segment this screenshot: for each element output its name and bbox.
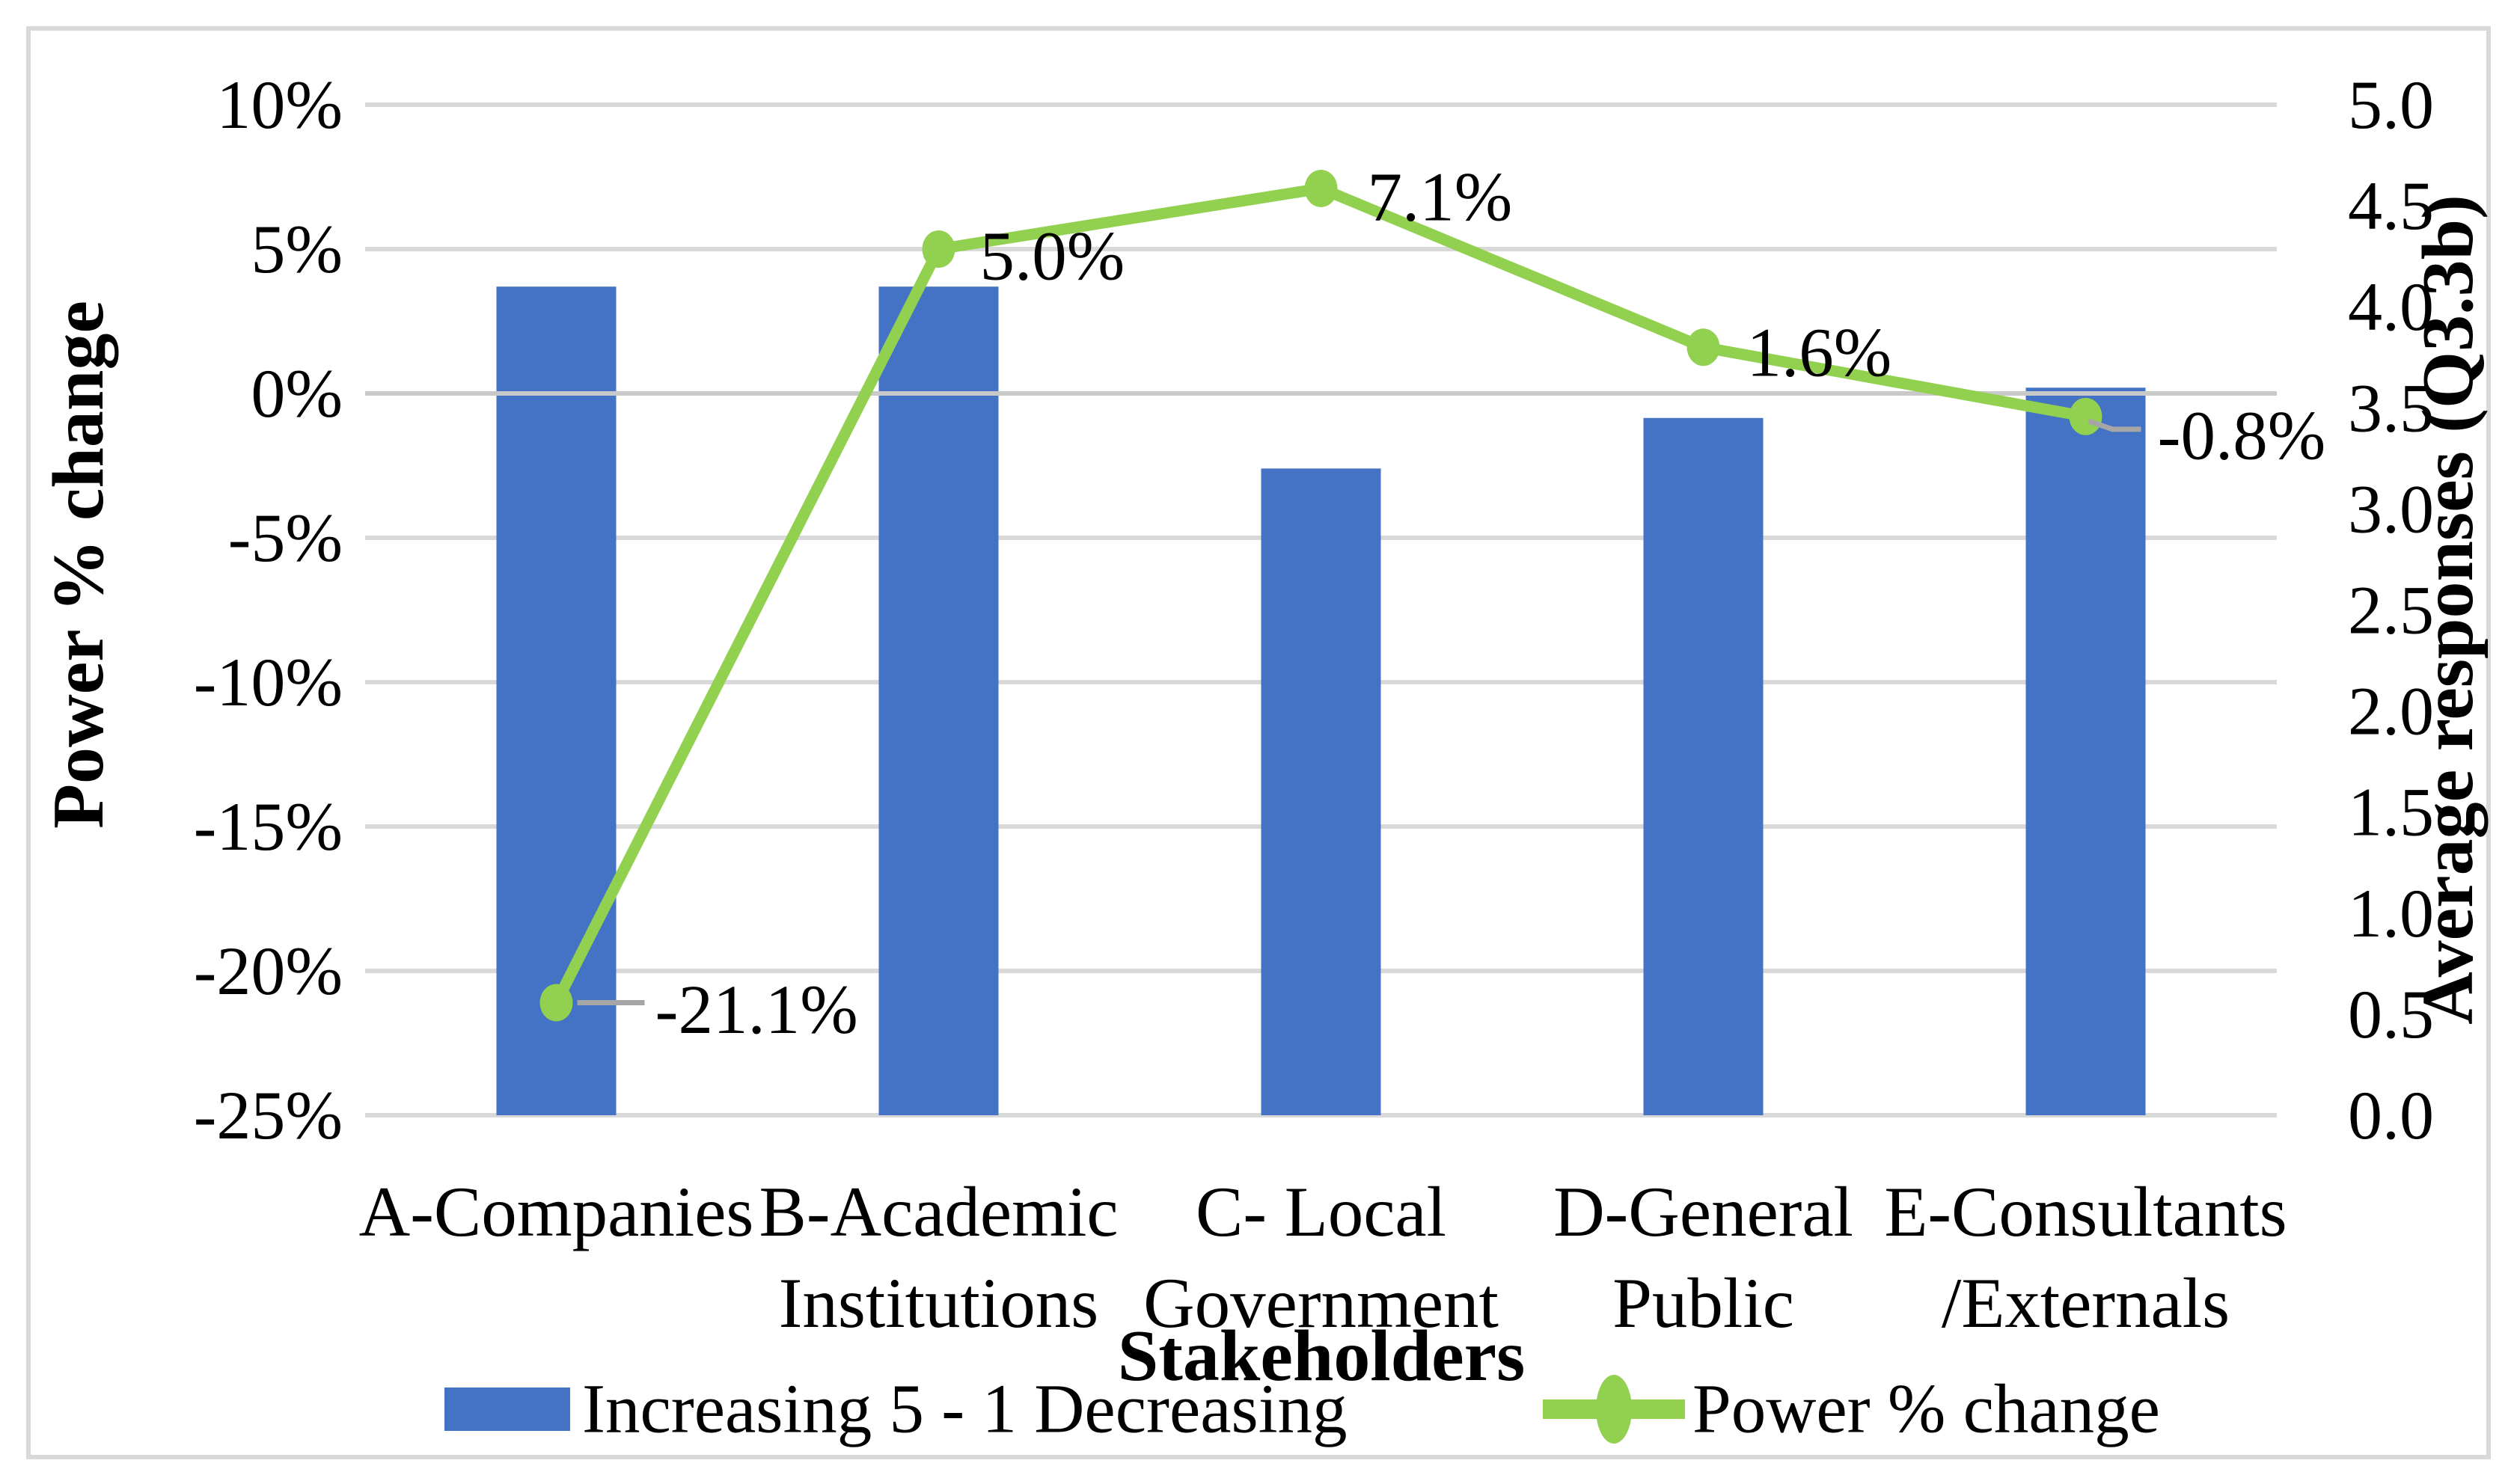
right-axis-tick-8: 1.0 xyxy=(2348,875,2434,951)
line-marker-4 xyxy=(2069,397,2102,435)
left-axis-tick-1: 5% xyxy=(251,211,343,287)
right-axis-tick-labels: 5.0 4.5 4.0 3.5 3.0 2.5 2.0 1.5 1.0 0.5 0.0 xyxy=(2348,67,2434,1153)
bar-3 xyxy=(1643,417,1764,1115)
right-axis-tick-0: 5.0 xyxy=(2348,67,2434,143)
line-marker-1 xyxy=(922,230,955,268)
left-axis-tick-0: 10% xyxy=(216,67,343,143)
right-axis-tick-7: 1.5 xyxy=(2348,774,2434,850)
leader-line-4 xyxy=(2088,418,2141,432)
category-label-3: D-General Public xyxy=(1553,1172,1853,1343)
legend-label-line: Power % change xyxy=(1692,1371,2160,1448)
category-label-4: E-Consultants/Externals xyxy=(1884,1172,2287,1343)
right-axis-tick-1: 4.5 xyxy=(2348,168,2434,244)
bar-1 xyxy=(878,286,999,1116)
category-label-0: A-Companies xyxy=(359,1172,754,1251)
line-marker-2 xyxy=(1304,169,1338,207)
label-leader-lines xyxy=(577,418,2141,1005)
legend-label-bars: Increasing 5 - 1 Decreasing xyxy=(582,1371,1348,1448)
bar-0 xyxy=(496,286,617,1116)
right-axis-tick-2: 4.0 xyxy=(2348,269,2434,345)
line-legend-marker-icon xyxy=(1596,1375,1632,1444)
left-axis-tick-labels: 10% 5% 0% -5% -10% -15% -20% -25% xyxy=(194,67,343,1153)
right-axis-title: Average responses (Q3.3b) xyxy=(2408,194,2489,1025)
left-axis-tick-4: -10% xyxy=(194,644,343,720)
left-axis-tick-7: -25% xyxy=(194,1077,343,1153)
right-axis-tick-9: 0.5 xyxy=(2348,976,2434,1052)
right-axis-tick-5: 2.5 xyxy=(2348,572,2434,649)
legend: Increasing 5 - 1 Decreasing Power % chan… xyxy=(444,1371,2160,1448)
data-labels: -21.1% 5.0% 7.1% 1.6% -0.8% xyxy=(655,159,2326,1049)
data-label-4: -0.8% xyxy=(2158,397,2326,474)
right-axis-tick-3: 3.5 xyxy=(2348,370,2434,446)
line-series xyxy=(539,169,2102,1022)
data-label-0: -21.1% xyxy=(655,972,858,1049)
left-axis-tick-5: -15% xyxy=(194,788,343,865)
left-axis-tick-2: 0% xyxy=(251,355,343,432)
right-axis-tick-6: 2.0 xyxy=(2348,673,2434,749)
bar-2 xyxy=(1261,468,1381,1115)
right-axis-tick-4: 3.0 xyxy=(2348,470,2434,547)
bar-4 xyxy=(2025,387,2146,1115)
left-axis-tick-3: -5% xyxy=(228,500,343,576)
bar-series xyxy=(496,286,2146,1116)
bar-legend-swatch-icon xyxy=(444,1388,570,1431)
line-marker-3 xyxy=(1686,328,1720,367)
line-marker-0 xyxy=(539,984,573,1022)
data-label-2: 7.1% xyxy=(1368,159,1513,236)
left-axis-tick-6: -20% xyxy=(194,933,343,1009)
right-axis-tick-10: 0.0 xyxy=(2348,1077,2434,1153)
left-axis-title: Power % change xyxy=(38,301,119,829)
category-label-2: C- Local Government xyxy=(1143,1172,1499,1343)
data-label-1: 5.0% xyxy=(980,218,1125,295)
x-axis-title: Stakeholders xyxy=(1118,1316,1526,1396)
data-label-3: 1.6% xyxy=(1747,315,1892,392)
category-label-1: B-Academic Institutions xyxy=(759,1172,1118,1343)
